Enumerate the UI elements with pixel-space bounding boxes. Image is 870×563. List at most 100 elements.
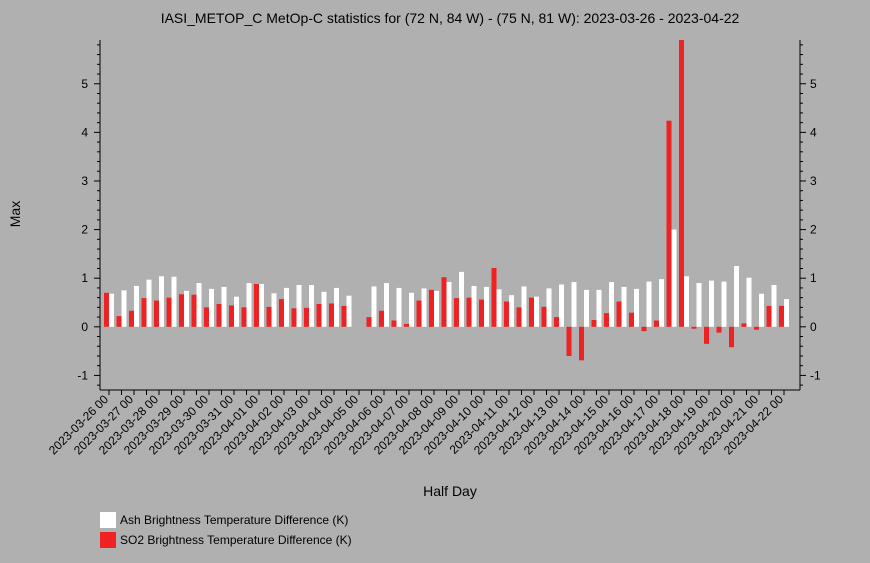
bar-ash-44: [659, 279, 664, 327]
y-tick-label-right: 5: [810, 77, 817, 91]
y-tick-label-right: 2: [810, 223, 817, 237]
bar-ash-31: [496, 289, 502, 327]
bar-ash-15: [296, 285, 302, 327]
bar-ash-4: [159, 276, 164, 327]
bar-so2-31: [491, 267, 497, 327]
bar-so2-2: [129, 310, 134, 327]
y-tick-label-left: 2: [81, 223, 88, 237]
y-tick-label-right: -1: [810, 368, 821, 382]
bar-ash-9: [221, 286, 227, 327]
bar-ash-17: [321, 291, 327, 327]
bar-ash-43: [646, 281, 652, 327]
bar-so2-23: [391, 320, 397, 327]
bar-ash-52: [759, 293, 764, 327]
bar-so2-43: [641, 326, 647, 332]
bar-ash-18: [334, 287, 339, 327]
bar-so2-54: [779, 305, 784, 327]
bar-ash-54: [784, 299, 789, 327]
bar-so2-22: [379, 310, 384, 327]
bar-so2-27: [441, 277, 447, 327]
bar-ash-53: [771, 285, 777, 327]
bar-so2-39: [591, 320, 597, 327]
bar-so2-7: [191, 294, 197, 327]
bar-so2-49: [716, 326, 722, 333]
bar-ash-29: [471, 285, 477, 327]
bar-so2-35: [541, 306, 547, 327]
bar-ash-50: [734, 266, 739, 327]
bar-ash-42: [634, 288, 639, 327]
bar-so2-46: [679, 40, 684, 327]
bar-so2-13: [266, 306, 272, 327]
bar-ash-8: [209, 288, 214, 327]
bar-ash-48: [709, 280, 714, 327]
legend-label-so2: SO2 Brightness Temperature Difference (K…: [120, 533, 352, 547]
bar-ash-23: [396, 287, 402, 327]
bar-so2-6: [179, 294, 184, 327]
y-axis-label: Max: [7, 201, 23, 227]
bar-so2-37: [566, 326, 572, 356]
bar-ash-19: [346, 295, 352, 327]
bar-so2-34: [529, 297, 534, 327]
bar-so2-1: [116, 316, 122, 327]
bar-so2-32: [504, 301, 509, 327]
bar-so2-24: [404, 323, 409, 327]
y-tick-label-left: -1: [77, 368, 88, 382]
bar-ash-32: [509, 295, 514, 327]
bar-ash-2: [134, 285, 139, 327]
bar-so2-36: [554, 317, 559, 327]
bar-ash-47: [696, 283, 702, 327]
bars-group: [104, 40, 789, 361]
chart-title: IASI_METOP_C MetOp-C statistics for (72 …: [161, 10, 740, 26]
bar-so2-21: [366, 317, 372, 327]
bar-so2-0: [104, 292, 109, 327]
bar-so2-16: [304, 307, 309, 327]
bar-ash-5: [171, 276, 177, 327]
bar-so2-18: [329, 303, 334, 327]
bar-ash-40: [609, 282, 614, 327]
legend-item-so2: SO2 Brightness Temperature Difference (K…: [100, 532, 352, 548]
bar-so2-11: [241, 307, 247, 327]
bar-ash-37: [571, 282, 577, 327]
y-tick-label-right: 1: [810, 271, 817, 285]
bar-ash-13: [271, 293, 277, 327]
bar-so2-52: [754, 326, 759, 330]
bar-so2-10: [229, 305, 234, 327]
bar-ash-45: [671, 229, 677, 327]
bar-ash-39: [596, 289, 602, 327]
bar-so2-25: [416, 300, 422, 327]
bar-ash-33: [521, 286, 527, 327]
bar-so2-53: [766, 305, 772, 327]
bar-ash-27: [446, 282, 452, 327]
bar-ash-7: [196, 283, 202, 327]
y-tick-label-right: 0: [810, 320, 817, 334]
bar-so2-45: [666, 120, 672, 327]
bar-so2-4: [154, 300, 159, 327]
bar-so2-30: [479, 299, 484, 327]
bar-ash-26: [434, 290, 439, 327]
bar-so2-44: [654, 320, 659, 327]
legend: Ash Brightness Temperature Difference (K…: [100, 512, 352, 552]
y-tick-label-left: 3: [81, 174, 88, 188]
bar-ash-3: [146, 279, 152, 327]
bar-ash-24: [409, 292, 414, 327]
bar-ash-10: [234, 296, 239, 327]
bar-so2-3: [141, 298, 147, 327]
bar-ash-51: [746, 277, 752, 327]
bar-ash-21: [371, 286, 377, 327]
bar-so2-40: [604, 313, 609, 327]
bar-so2-29: [466, 297, 472, 327]
bar-so2-51: [741, 323, 747, 327]
bar-so2-33: [516, 307, 522, 327]
bar-so2-47: [691, 326, 697, 329]
bar-so2-19: [341, 305, 347, 327]
bar-ash-6: [184, 290, 189, 327]
bar-ash-12: [259, 284, 264, 327]
legend-swatch-ash: [100, 512, 116, 528]
bar-so2-28: [454, 298, 459, 327]
bar-so2-8: [204, 307, 209, 327]
bar-so2-15: [291, 308, 297, 327]
bar-ash-14: [284, 287, 289, 327]
bar-ash-34: [534, 296, 539, 327]
legend-item-ash: Ash Brightness Temperature Difference (K…: [100, 512, 352, 528]
